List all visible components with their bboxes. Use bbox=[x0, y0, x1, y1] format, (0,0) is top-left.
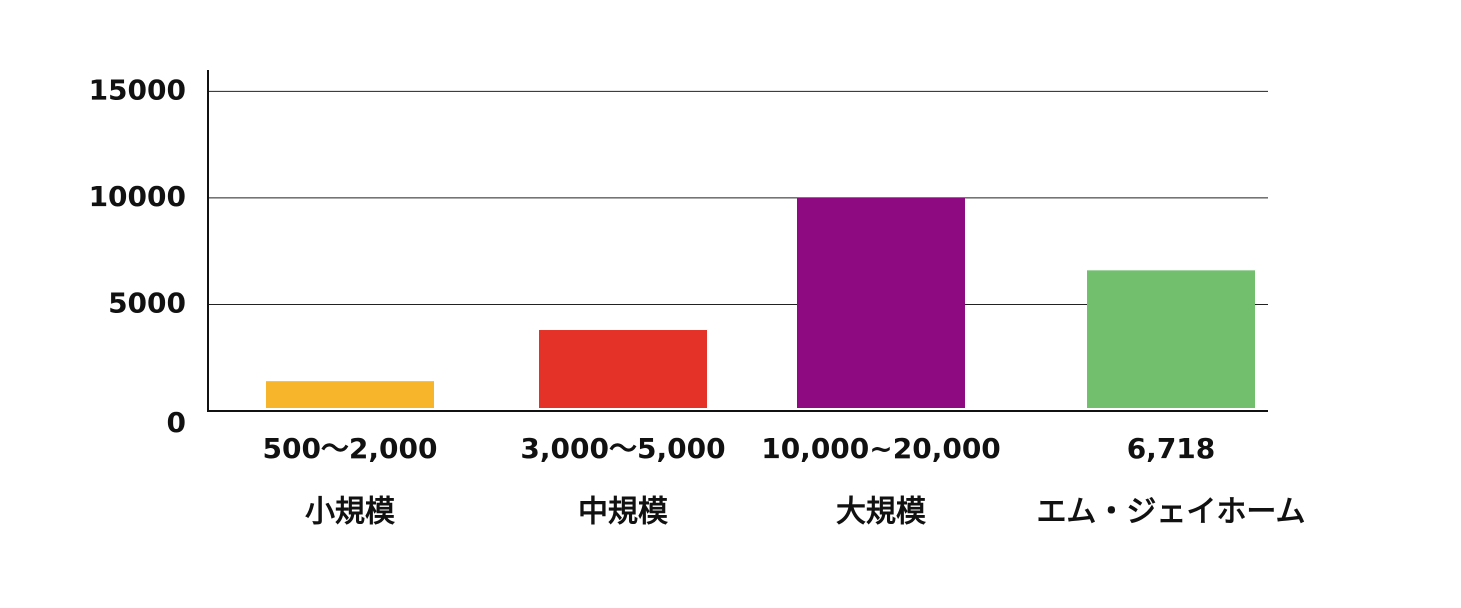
y-tick-label: 15000 bbox=[89, 73, 186, 106]
x-range-label: 3,000〜5,000 bbox=[520, 432, 725, 465]
y-tick-label: 10000 bbox=[89, 180, 186, 213]
bar bbox=[797, 197, 965, 408]
bar bbox=[1087, 270, 1255, 408]
x-range-label: 6,718 bbox=[1127, 432, 1216, 465]
x-range-label: 500〜2,000 bbox=[262, 432, 437, 465]
x-tick-label: エム・ジェイホーム bbox=[1036, 495, 1305, 530]
x-range-label: 10,000~20,000 bbox=[761, 432, 1001, 465]
y-tick-label: 5000 bbox=[108, 286, 186, 319]
bar bbox=[539, 330, 707, 408]
x-tick-label: 中規模 bbox=[578, 495, 668, 530]
bar bbox=[266, 381, 434, 408]
y-tick-label: 0 bbox=[167, 406, 186, 439]
x-tick-label: 大規模 bbox=[836, 495, 926, 530]
x-tick-label: 小規模 bbox=[305, 495, 395, 530]
